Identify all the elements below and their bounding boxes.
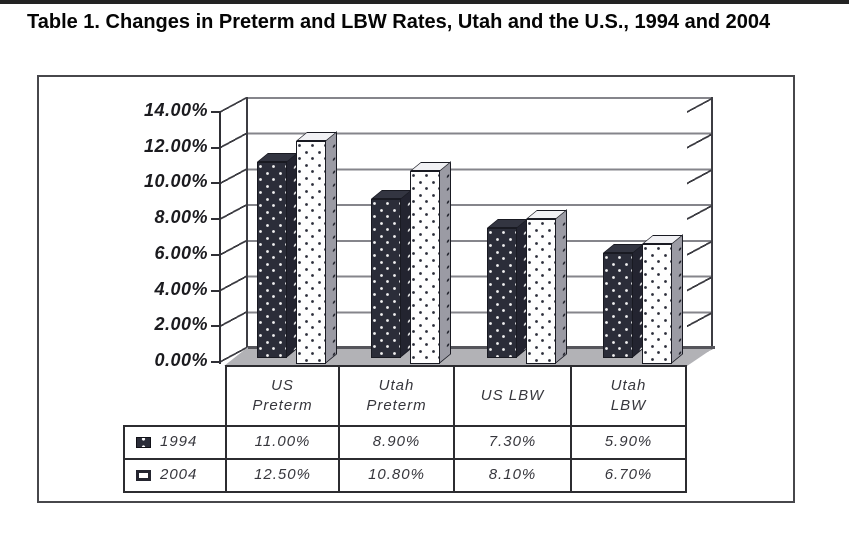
y-axis-tick [211,111,220,113]
value-1994-us-preterm: 11.00% [225,425,340,460]
bar-2004-utah-preterm [409,171,440,364]
value-1994-utah-lbw: 5.90% [570,425,687,460]
column-header-us-lbw: US LBW [453,365,572,427]
y-axis-label: 2.00% [154,314,208,335]
chart-left-wall [220,97,246,363]
bar-2004-us-lbw [525,219,556,364]
y-axis-line [219,111,221,364]
table-row-1994: 1994 11.00% 8.90% 7.30% 5.90% [123,425,687,460]
y-axis-tick [211,218,220,221]
bar-2004-utah-preterm-side [438,161,451,364]
legend-label-1994: 1994 [160,433,198,451]
plot-area: 14.00% 12.00% 10.00% 8.00% 6.00% 4.00% 2.00% 0.… [39,77,793,501]
column-header-us-preterm: US Preterm [225,365,340,427]
y-axis-tick [211,146,220,149]
value-2004-us-preterm: 12.50% [225,458,340,493]
table-row-2004: 2004 12.50% 10.80% 8.10% 6.70% [123,458,687,493]
value-2004-us-lbw: 8.10% [453,458,572,493]
value-1994-utah-preterm: 8.90% [338,425,455,460]
y-axis-label: 14.00% [143,100,208,120]
column-header-utah-lbw: Utah LBW [570,365,687,427]
bar-2004-utah-lbw [641,244,672,364]
y-axis-label: 4.00% [154,278,208,299]
column-header-utah-preterm: Utah Preterm [338,365,455,427]
chart-floor-back-edge [248,346,715,349]
bar-1994-utah-lbw [602,252,633,358]
y-axis-label: 12.00% [143,135,208,156]
legend-cell-2004: 2004 [123,458,227,493]
bar-1994-us-lbw [486,227,517,358]
bar-1994-utah-preterm [370,199,401,358]
y-axis-tick [211,360,220,363]
y-axis-label: 0.00% [154,349,208,370]
legend-swatch-2004 [136,470,151,481]
bar-2004-utah-lbw-side [670,234,683,364]
legend-cell-1994: 1994 [123,425,227,460]
bar-2004-us-preterm [295,140,326,364]
y-axis-label: 6.00% [154,242,208,263]
value-2004-utah-preterm: 10.80% [338,458,455,493]
legend-swatch-1994 [136,437,151,448]
data-table: US Preterm Utah Preterm US LBW Utah LBW 1994… [123,365,687,493]
table-corner-spacer [124,366,226,426]
y-axis-label: 10.00% [143,171,208,192]
chart-frame: 14.00% 12.00% 10.00% 8.00% 6.00% 4.00% 2.00% 0.… [37,75,795,503]
bar-2004-us-preterm-side [324,130,337,364]
legend-label-2004: 2004 [160,466,198,484]
y-axis-label: 8.00% [154,207,208,228]
value-2004-utah-lbw: 6.70% [570,458,687,493]
chart-right-wall [687,97,713,363]
bar-2004-us-lbw-side [554,209,567,364]
bar-1994-us-preterm [256,161,287,358]
chart-floor [224,347,715,366]
y-axis-tick [211,289,220,292]
page-title: Table 1. Changes in Preterm and LBW Rate… [27,11,771,33]
y-axis-tick [211,182,220,185]
top-rule [0,0,849,4]
value-1994-us-lbw: 7.30% [453,425,572,460]
y-axis-tick [211,253,220,256]
y-axis-tick [211,325,220,328]
